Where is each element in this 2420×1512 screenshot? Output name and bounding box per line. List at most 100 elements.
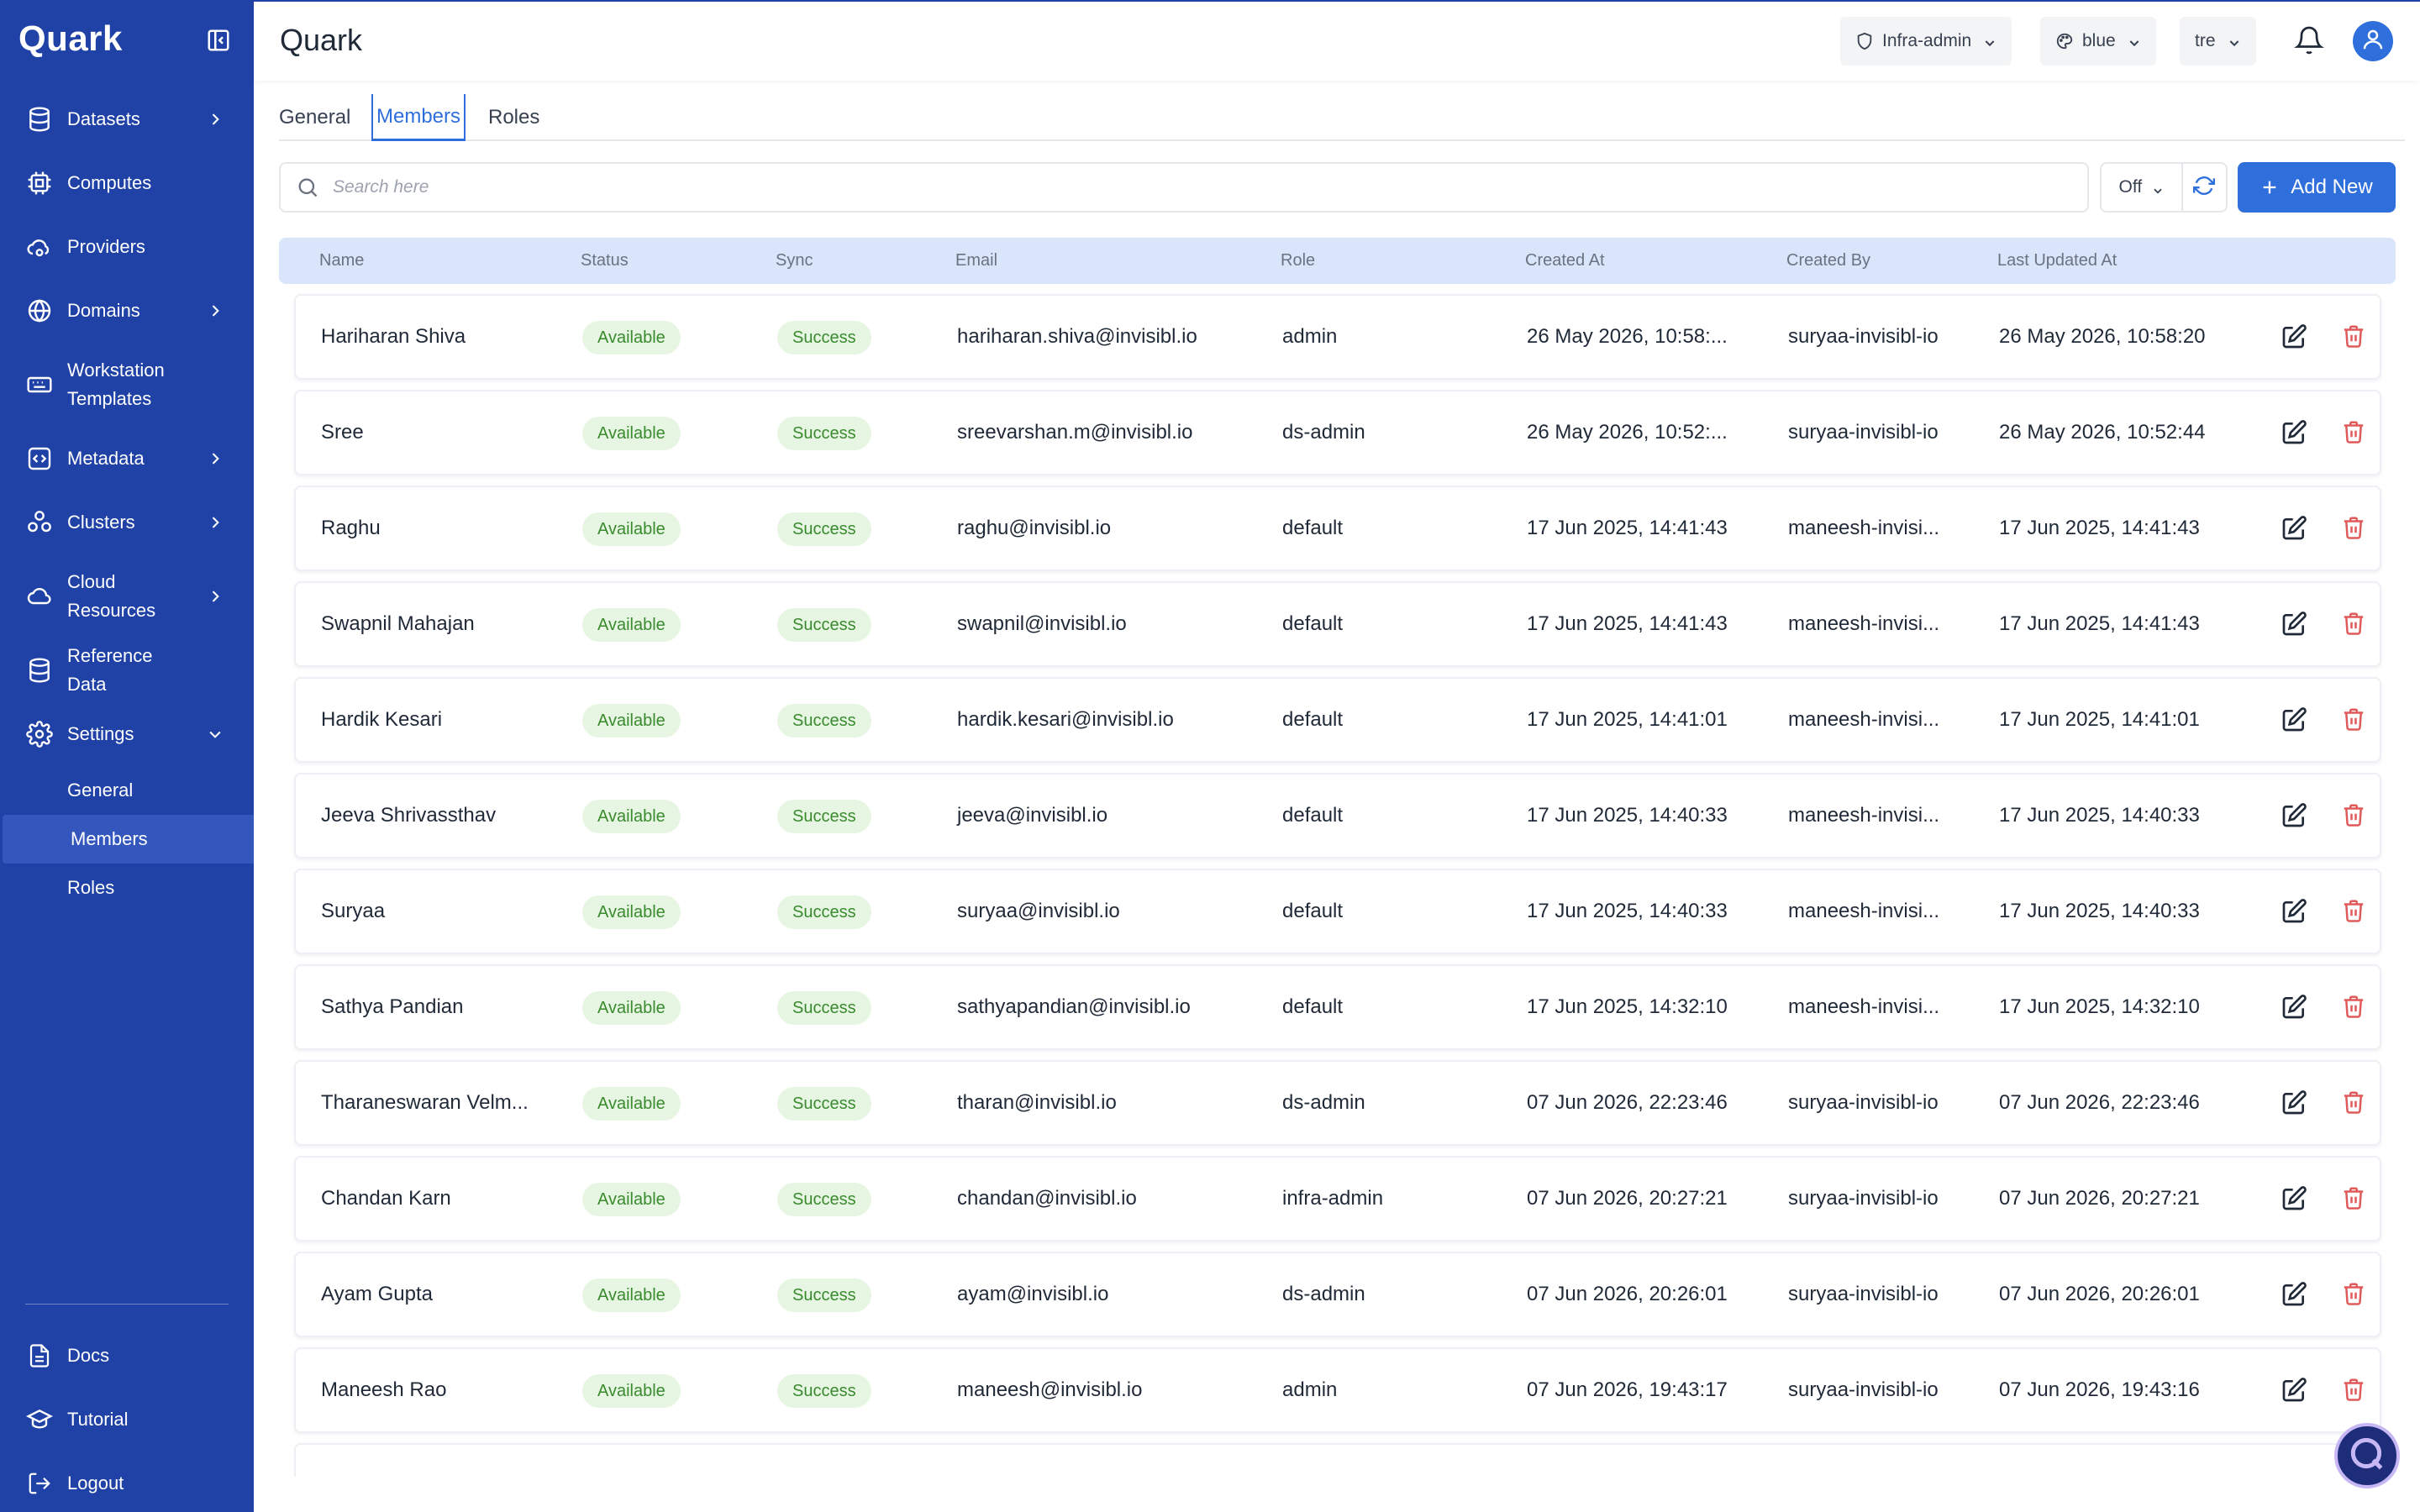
table-row[interactable]: Jeeva Shrivassthav Available Success jeeva@… — [294, 773, 2381, 858]
chevron-down-icon — [2128, 34, 2141, 48]
delete-icon[interactable] — [2341, 1185, 2368, 1212]
sync-badge: Success — [777, 1182, 871, 1216]
cell-sync: Success — [777, 966, 871, 1048]
chevron-right-icon — [207, 450, 224, 467]
delete-icon[interactable] — [2341, 1377, 2368, 1404]
notification-bell-icon[interactable] — [2294, 25, 2324, 55]
column-header-created-at[interactable]: Created At — [1525, 251, 1605, 270]
sidebar-item-reference-data[interactable]: Reference Data — [0, 638, 254, 702]
edit-icon[interactable] — [2281, 802, 2307, 829]
sidebar-item-workstation-templates[interactable]: Workstation Templates — [0, 343, 254, 427]
table-row[interactable]: Ayam Gupta Available Success ayam@invisibl.… — [294, 1252, 2381, 1337]
cell-name: Suryaa — [321, 900, 386, 922]
cell-role: default — [1282, 517, 1344, 539]
sidebar-item-settings[interactable]: Settings — [0, 702, 254, 766]
status-badge: Available — [582, 1278, 681, 1312]
help-chat-button[interactable] — [2334, 1423, 2400, 1488]
filter-group: Off — [2100, 162, 2228, 213]
edit-icon[interactable] — [2281, 611, 2307, 638]
table-row[interactable]: Hariharan Shiva Available Success hariharan… — [294, 294, 2381, 380]
sidebar-item-metadata[interactable]: Metadata — [0, 427, 254, 491]
add-new-button[interactable]: Add New — [2238, 162, 2396, 213]
tab-roles[interactable]: Roles — [488, 106, 540, 129]
sidebar-subitem-members[interactable]: Members — [3, 815, 254, 864]
table-row[interactable]: Raghu Available Success raghu@invisibl.io de… — [294, 486, 2381, 571]
boxes-icon — [25, 508, 54, 537]
cell-sync: Success — [777, 1158, 871, 1240]
delete-icon[interactable] — [2341, 706, 2368, 733]
sidebar-item-providers[interactable]: Providers — [0, 215, 254, 279]
delete-icon[interactable] — [2341, 802, 2368, 829]
column-header-role[interactable]: Role — [1281, 251, 1316, 270]
status-badge: Available — [582, 895, 681, 929]
avatar[interactable] — [2353, 21, 2393, 61]
delete-icon[interactable] — [2341, 323, 2368, 350]
table-row[interactable]: Swapnil Mahajan Available Success swapnil@i… — [294, 581, 2381, 667]
table-row[interactable]: Tharaneswaran Velm... Available Success tha… — [294, 1060, 2381, 1146]
sidebar-item-computes[interactable]: Computes — [0, 151, 254, 215]
cell-created-at: 17 Jun 2025, 14:41:01 — [1527, 708, 1728, 731]
table-row[interactable]: Suryaa Available Success suryaa@invisibl.io… — [294, 869, 2381, 954]
edit-icon[interactable] — [2281, 1089, 2307, 1116]
delete-icon[interactable] — [2341, 515, 2368, 542]
delete-icon[interactable] — [2341, 419, 2368, 446]
edit-icon[interactable] — [2281, 898, 2307, 925]
sidebar-item-label: Workstation Templates — [67, 360, 165, 409]
edit-icon[interactable] — [2281, 323, 2307, 350]
column-header-sync[interactable]: Sync — [776, 251, 813, 270]
sidebar-item-clusters[interactable]: Clusters — [0, 491, 254, 554]
theme-select[interactable]: blue — [2040, 17, 2156, 66]
sidebar-subitem-general[interactable]: General — [67, 780, 134, 801]
refresh-button[interactable] — [2183, 164, 2226, 211]
sidebar-item-logout[interactable]: Logout — [0, 1452, 254, 1512]
sidebar-subitem-roles[interactable]: Roles — [67, 877, 115, 898]
tab-general[interactable]: General — [279, 106, 351, 129]
search-input[interactable] — [333, 177, 1929, 197]
status-badge: Available — [582, 799, 681, 833]
edit-icon[interactable] — [2281, 419, 2307, 446]
edit-icon[interactable] — [2281, 706, 2307, 733]
collapse-sidebar-icon[interactable] — [206, 28, 231, 53]
delete-icon[interactable] — [2341, 1281, 2368, 1308]
chevron-down-icon — [2152, 181, 2164, 194]
cell-status: Available — [582, 1253, 681, 1336]
column-header-created-by[interactable]: Created By — [1786, 251, 1871, 270]
cell-created-by: suryaa-invisibl-io — [1788, 1187, 1939, 1210]
org-select[interactable]: tre — [2180, 17, 2256, 66]
sidebar-item-cloud-resources[interactable]: Cloud Resources — [0, 554, 254, 638]
table-row[interactable]: Hardik Kesari Available Success hardik.kesa… — [294, 677, 2381, 763]
table-row[interactable]: Maneesh Rao Available Success maneesh@invis… — [294, 1347, 2381, 1433]
column-header-name[interactable]: Name — [319, 251, 365, 270]
plus-icon — [2260, 178, 2279, 197]
top-bar: Quark Infra-admin blue tre — [254, 0, 2420, 81]
status-badge: Available — [582, 416, 681, 450]
edit-icon[interactable] — [2281, 1377, 2307, 1404]
delete-icon[interactable] — [2341, 898, 2368, 925]
table-row[interactable]: Sree Available Success sreevarshan.m@invisi… — [294, 390, 2381, 475]
workspace-select[interactable]: Infra-admin — [1840, 17, 2012, 66]
cell-created-by: suryaa-invisibl-io — [1788, 1283, 1939, 1305]
delete-icon[interactable] — [2341, 994, 2368, 1021]
table-row[interactable]: Chandan Karn Available Success chandan@invi… — [294, 1156, 2381, 1242]
edit-icon[interactable] — [2281, 1185, 2307, 1212]
sidebar-item-docs[interactable]: Docs — [0, 1324, 254, 1388]
sidebar-item-tutorial[interactable]: Tutorial — [0, 1388, 254, 1452]
delete-icon[interactable] — [2341, 1089, 2368, 1116]
column-header-email[interactable]: Email — [955, 251, 998, 270]
auto-refresh-select[interactable]: Off — [2102, 164, 2183, 211]
sidebar-item-domains[interactable]: Domains — [0, 279, 254, 343]
cell-sync: Success — [777, 296, 871, 378]
edit-icon[interactable] — [2281, 515, 2307, 542]
table-row[interactable] — [294, 1443, 2381, 1477]
cell-name: Sree — [321, 421, 364, 444]
edit-icon[interactable] — [2281, 1281, 2307, 1308]
sidebar-item-label: Datasets — [67, 108, 140, 129]
table-header: Name Status Sync Email Role Created At C… — [279, 238, 2396, 284]
column-header-last-updated-at[interactable]: Last Updated At — [1997, 251, 2118, 270]
sidebar-item-datasets[interactable]: Datasets — [0, 87, 254, 151]
delete-icon[interactable] — [2341, 611, 2368, 638]
tab-members[interactable]: Members — [371, 94, 466, 141]
table-row[interactable]: Sathya Pandian Available Success sathyapand… — [294, 964, 2381, 1050]
column-header-status[interactable]: Status — [581, 251, 629, 270]
edit-icon[interactable] — [2281, 994, 2307, 1021]
